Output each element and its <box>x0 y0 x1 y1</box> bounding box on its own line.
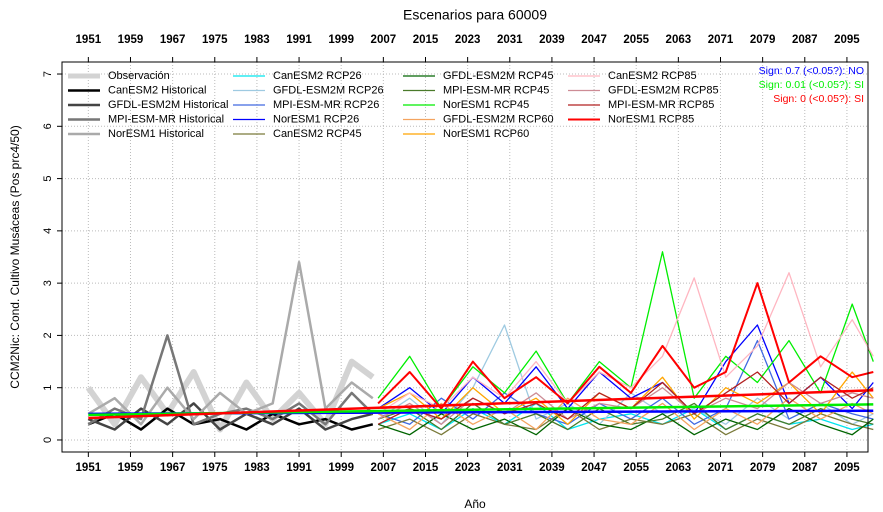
x-tick-label-top: 2031 <box>497 34 523 46</box>
y-tick-label: 2 <box>42 332 54 338</box>
x-tick-label: 1975 <box>202 462 228 474</box>
x-tick-label-top: 1983 <box>244 34 270 46</box>
x-tick-label-top: 2015 <box>413 34 439 46</box>
x-tick-label-top: 2079 <box>750 34 776 46</box>
x-tick-label-top: 1951 <box>76 34 102 46</box>
significance-note: Sign: 0 (<0.05?): SI <box>773 93 864 105</box>
x-tick-label: 2079 <box>750 462 776 474</box>
trend-line <box>88 389 874 420</box>
series-line <box>377 407 874 436</box>
chart-title: Escenarios para 60009 <box>403 7 547 23</box>
legend-label: NorESM1 RCP45 <box>443 99 529 111</box>
x-tick-label: 1983 <box>244 462 270 474</box>
x-tick-label-top: 2055 <box>623 34 649 46</box>
legend-label: NorESM1 RCP26 <box>273 113 359 125</box>
x-tick-label-top: 2007 <box>371 34 397 46</box>
significance-note: Sign: 0.01 (<0.05?): SI <box>759 79 864 91</box>
legend-label: MPI-ESM-MR Historical <box>108 113 224 125</box>
x-tick-label: 2031 <box>497 462 523 474</box>
x-tick-label: 1959 <box>118 462 144 474</box>
legend-label: NorESM1 RCP60 <box>443 128 529 140</box>
x-tick-label: 2095 <box>834 462 860 474</box>
y-tick-label: 5 <box>42 176 54 182</box>
x-tick-label: 2063 <box>666 462 692 474</box>
series-line <box>377 407 874 436</box>
legend-label: CanESM2 RCP26 <box>273 70 362 82</box>
series-line <box>377 402 874 431</box>
x-tick-label-top: 2063 <box>666 34 692 46</box>
x-tick-label-top: 1999 <box>328 34 354 46</box>
series-line <box>87 402 374 431</box>
legend-label: GFDL-ESM2M RCP26 <box>273 84 384 96</box>
x-tick-label: 2039 <box>539 462 565 474</box>
legend-label: CanESM2 Historical <box>108 84 206 96</box>
x-axis-label: Año <box>464 497 486 511</box>
legend-label: CanESM2 RCP85 <box>608 70 697 82</box>
y-tick-label: 0 <box>42 437 54 443</box>
x-tick-label-top: 1991 <box>286 34 312 46</box>
y-tick-label: 6 <box>42 123 54 129</box>
y-axis-label: CCM2Nic: Cond. Cultivo Musáceas (Pos prc… <box>8 125 22 388</box>
legend-label: GFDL-ESM2M RCP85 <box>608 84 719 96</box>
significance-note: Sign: 0.7 (<0.05?): NO <box>759 65 864 77</box>
x-tick-label-top: 1967 <box>160 34 186 46</box>
x-tick-label-top: 1959 <box>118 34 144 46</box>
x-tick-label: 2023 <box>455 462 481 474</box>
legend-label: GFDL-ESM2M Historical <box>108 99 228 111</box>
series-line <box>377 272 874 415</box>
legend-label: MPI-ESM-MR RCP45 <box>443 84 549 96</box>
y-tick-label: 7 <box>42 71 54 77</box>
x-tick-label-top: 2095 <box>834 34 860 46</box>
x-tick-label: 1991 <box>286 462 312 474</box>
x-tick-label-top: 2023 <box>455 34 481 46</box>
legend-label: MPI-ESM-MR RCP26 <box>273 99 379 111</box>
x-tick-label-top: 2047 <box>581 34 607 46</box>
x-tick-label: 1999 <box>328 462 354 474</box>
legend-label: Observación <box>108 70 170 82</box>
x-tick-label: 2015 <box>413 462 439 474</box>
y-tick-label: 3 <box>42 280 54 286</box>
x-tick-label: 2071 <box>708 462 734 474</box>
legend-label: GFDL-ESM2M RCP45 <box>443 70 554 82</box>
x-tick-label-top: 2071 <box>708 34 734 46</box>
y-tick-label: 4 <box>42 228 54 234</box>
x-tick-label: 1951 <box>76 462 102 474</box>
legend-label: CanESM2 RCP45 <box>273 128 362 140</box>
legend-label: GFDL-ESM2M RCP60 <box>443 113 554 125</box>
legend-label: NorESM1 RCP85 <box>608 113 694 125</box>
legend-label: MPI-ESM-MR RCP85 <box>608 99 714 111</box>
x-tick-label: 1967 <box>160 462 186 474</box>
y-tick-label: 1 <box>42 385 54 391</box>
legend-label: NorESM1 Historical <box>108 128 204 140</box>
series-line <box>87 260 374 426</box>
series-line <box>377 282 874 410</box>
x-tick-label: 2007 <box>371 462 397 474</box>
x-tick-label: 2087 <box>792 462 818 474</box>
plot-frame <box>61 61 869 453</box>
x-tick-label: 2047 <box>581 462 607 474</box>
x-tick-label: 2055 <box>623 462 649 474</box>
x-tick-label-top: 2087 <box>792 34 818 46</box>
x-tick-label-top: 1975 <box>202 34 228 46</box>
x-tick-label-top: 2039 <box>539 34 565 46</box>
